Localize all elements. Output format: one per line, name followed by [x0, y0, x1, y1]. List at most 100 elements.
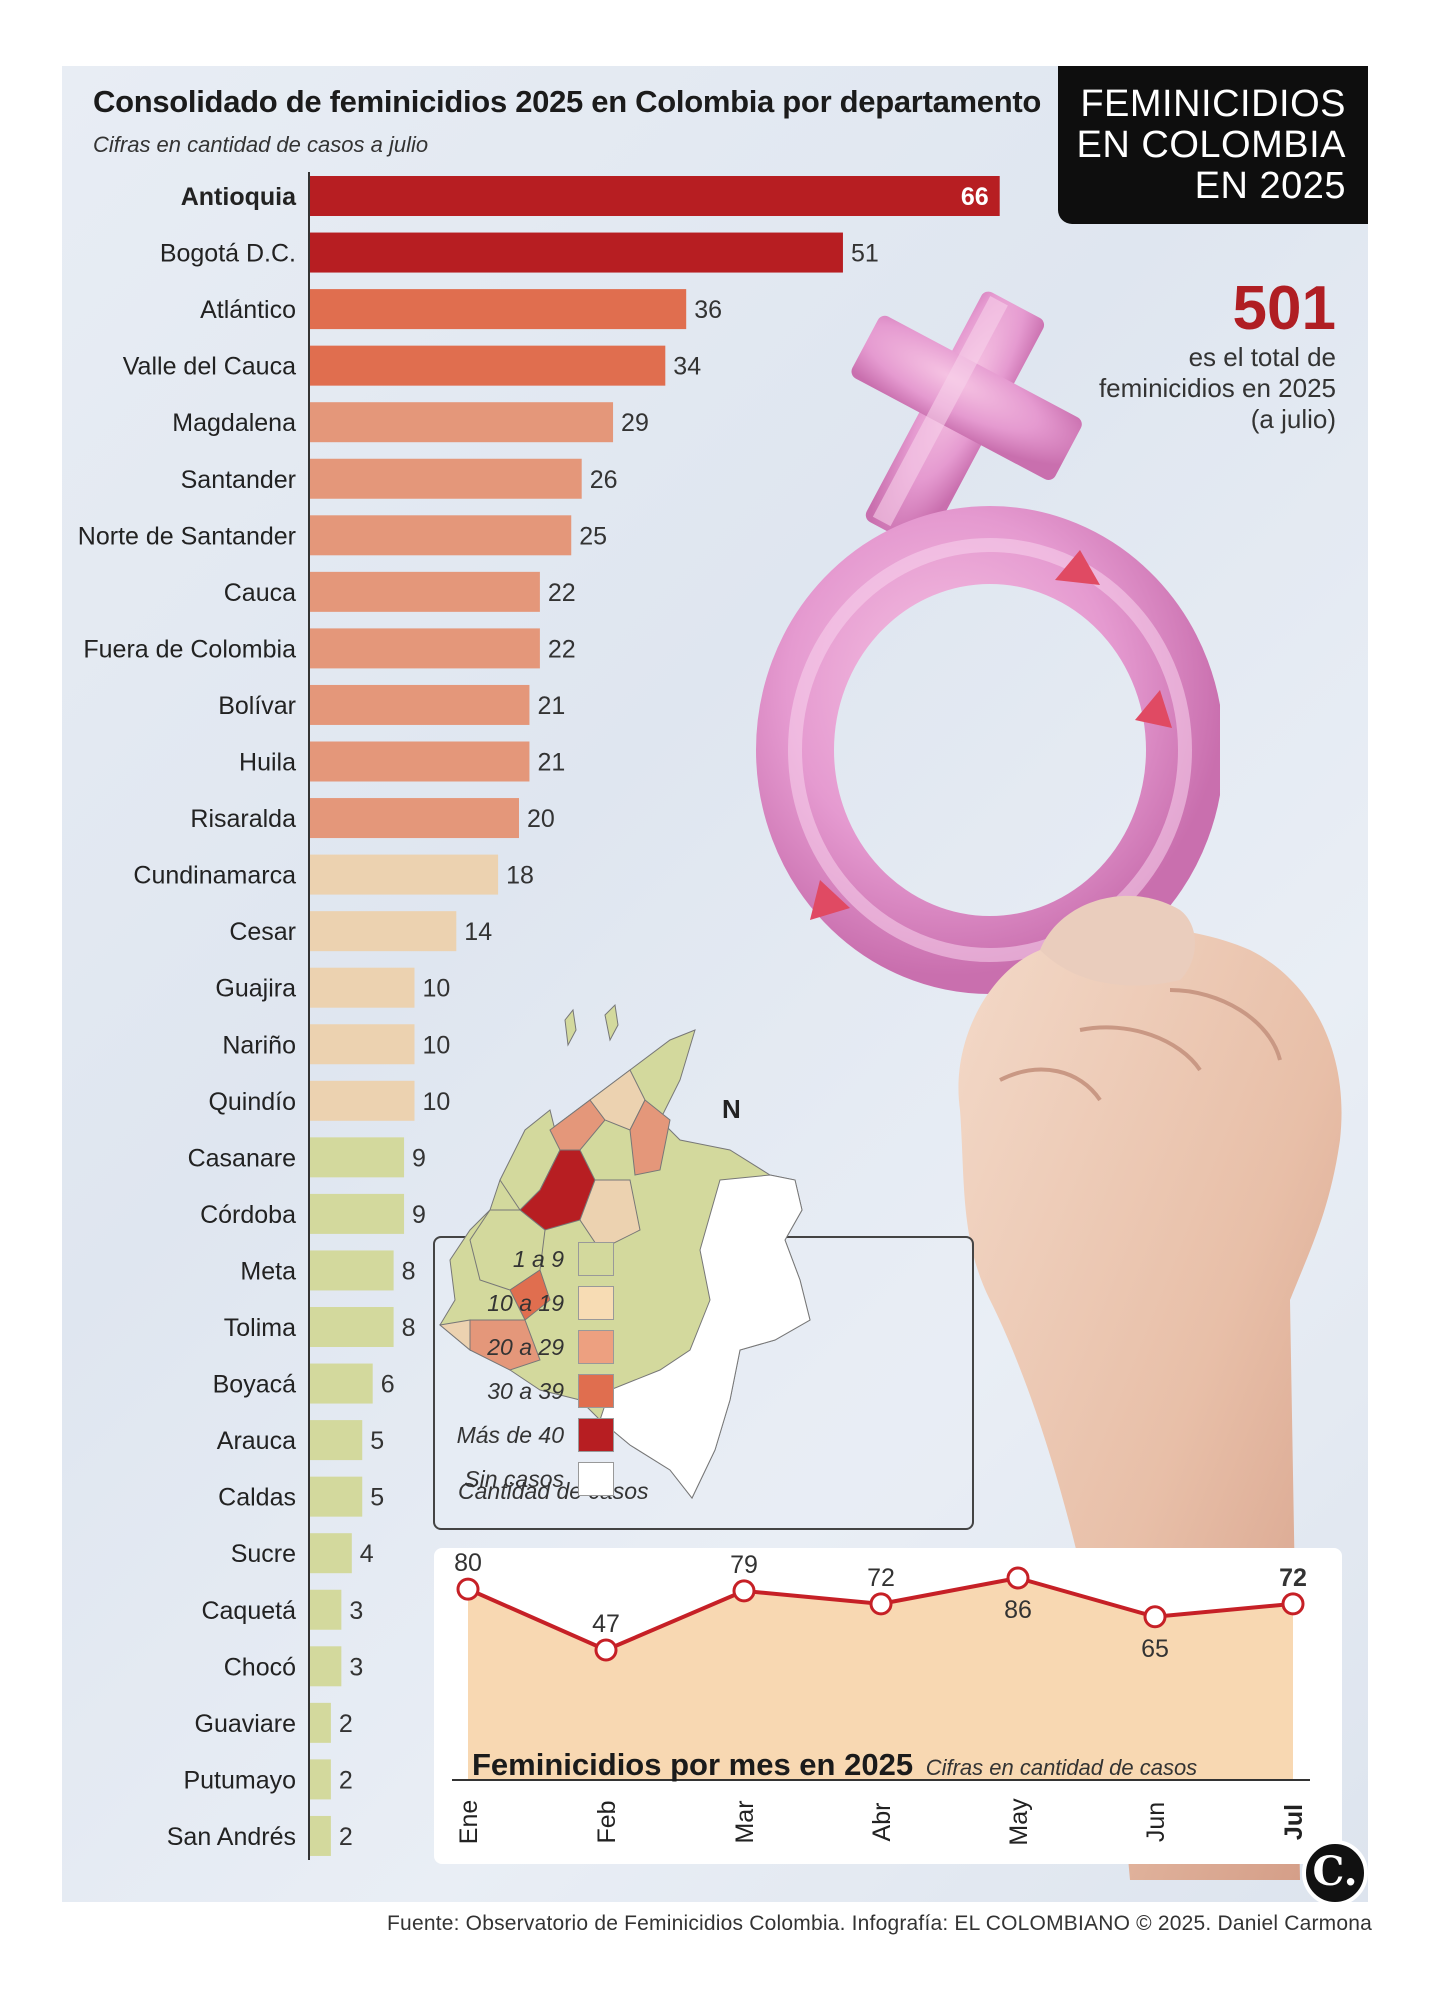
chart-subtitle: Cifras en cantidad de casos a julio	[93, 132, 429, 157]
bar-category-label: Meta	[240, 1257, 296, 1285]
bar	[310, 515, 572, 556]
bar	[310, 1080, 415, 1121]
bar	[310, 176, 1000, 216]
north-arrow-icon: N	[722, 1094, 741, 1124]
bar-category-label: Guaviare	[195, 1710, 296, 1738]
bar	[310, 628, 540, 669]
bar	[310, 1589, 342, 1630]
source-credit: Fuente: Observatorio de Feminicidios Col…	[387, 1912, 1372, 1935]
bar-value-label: 8	[402, 1314, 416, 1342]
bar	[310, 1815, 331, 1856]
bar-category-label: Huila	[239, 749, 296, 777]
monthly-month-label: Mar	[731, 1800, 759, 1843]
legend-item-sin-casos: Sin casos	[374, 1462, 614, 1502]
bar-value-label: 25	[579, 522, 607, 550]
bar-value-label: 6	[381, 1371, 395, 1399]
bar	[310, 1363, 373, 1404]
monthly-value-label: 86	[1004, 1596, 1032, 1624]
bar	[310, 1476, 363, 1517]
bar-value-label: 2	[339, 1710, 353, 1738]
bar-value-label: 66	[961, 183, 989, 211]
legend-swatch	[578, 1418, 614, 1452]
legend-item-1-a-9: 1 a 9	[374, 1242, 614, 1282]
monthly-point	[869, 1592, 893, 1616]
total-number: 501	[1232, 274, 1336, 343]
legend-label: 10 a 19	[487, 1290, 564, 1316]
monthly-value-label: 72	[1279, 1564, 1307, 1592]
bar-value-label: 22	[548, 579, 576, 607]
monthly-chart-title: Feminicidios por mes en 2025 Cifras en c…	[472, 1747, 1197, 1783]
monthly-point	[1281, 1592, 1305, 1616]
headline-box: FEMINICIDIOS EN COLOMBIA EN 2025	[1058, 66, 1368, 224]
legend-item-mas-de-40: Más de 40	[374, 1418, 614, 1458]
monthly-value-label: 79	[730, 1551, 758, 1579]
bar-category-label: Caldas	[218, 1484, 296, 1512]
bar-value-label: 5	[370, 1484, 384, 1512]
bar-value-label: 18	[506, 862, 534, 890]
monthly-point	[732, 1579, 756, 1603]
monthly-area	[468, 1578, 1293, 1780]
bar	[310, 1024, 415, 1065]
monthly-month-label: Abr	[868, 1803, 896, 1842]
monthly-month-label: Jul	[1280, 1804, 1308, 1840]
bar-value-label: 9	[412, 1144, 426, 1172]
bar	[310, 1533, 352, 1574]
bar-value-label: 51	[851, 240, 879, 268]
bar-value-label: 9	[412, 1201, 426, 1229]
bar-value-label: 22	[548, 635, 576, 663]
bar-category-label: Antioquia	[181, 183, 297, 211]
monthly-point	[1143, 1605, 1167, 1629]
bar	[310, 967, 415, 1008]
total-text: es el total de feminicidios en 2025 (a j…	[1098, 342, 1336, 434]
bar-category-label: Caquetá	[201, 1597, 296, 1625]
monthly-month-label: Ene	[455, 1800, 483, 1844]
headline-line-2: EN COLOMBIA	[1076, 124, 1346, 166]
bar-category-label: Norte de Santander	[78, 522, 296, 550]
legend-label: Más de 40	[456, 1422, 564, 1448]
bar-category-label: Magdalena	[172, 409, 296, 437]
bar	[310, 854, 499, 895]
bar-category-label: Risaralda	[190, 805, 296, 833]
chart-title: Consolidado de feminicidios 2025 en Colo…	[93, 84, 1042, 119]
bar-value-label: 4	[360, 1540, 374, 1568]
bar	[310, 232, 843, 273]
bar	[310, 571, 540, 612]
bar-value-label: 34	[673, 353, 701, 381]
bar-category-label: Sucre	[231, 1540, 296, 1568]
legend-label: 1 a 9	[512, 1246, 564, 1272]
el-colombiano-logo: C.	[1302, 1840, 1368, 1906]
bar	[310, 345, 666, 386]
bar	[310, 1137, 405, 1178]
total-callout: 501 es el total de feminicidios en 2025 …	[1096, 276, 1336, 435]
monthly-value-label: 47	[592, 1610, 620, 1638]
bar-category-label: Arauca	[217, 1427, 296, 1455]
bar-category-label: Casanare	[188, 1144, 296, 1172]
legend-swatch	[578, 1286, 614, 1320]
bar-value-label: 20	[527, 805, 555, 833]
bar-category-label: Atlántico	[200, 296, 296, 324]
legend-item-30-a-39: 30 a 39	[374, 1374, 614, 1414]
bar-category-label: Quindío	[208, 1088, 296, 1116]
bar-value-label: 3	[349, 1597, 363, 1625]
bar	[310, 741, 530, 782]
bar-value-label: 29	[621, 409, 649, 437]
bar-category-label: Guajira	[215, 975, 296, 1003]
legend-label: 30 a 39	[487, 1378, 564, 1404]
bar	[310, 1420, 363, 1461]
bar	[310, 458, 582, 499]
bar-category-label: Cundinamarca	[133, 862, 296, 890]
bar	[310, 684, 530, 725]
bar	[310, 1702, 331, 1743]
bar-value-label: 8	[402, 1257, 416, 1285]
bar	[310, 289, 687, 330]
female-symbol-icon	[756, 291, 1220, 994]
bar-category-label: Cauca	[224, 579, 296, 607]
monthly-month-label: May	[1005, 1798, 1033, 1846]
bar-value-label: 5	[370, 1427, 384, 1455]
legend-item-20-a-29: 20 a 29	[374, 1330, 614, 1370]
legend-swatch	[578, 1330, 614, 1364]
bar-category-label: Putumayo	[183, 1766, 296, 1794]
bar-category-label: Nariño	[222, 1031, 296, 1059]
